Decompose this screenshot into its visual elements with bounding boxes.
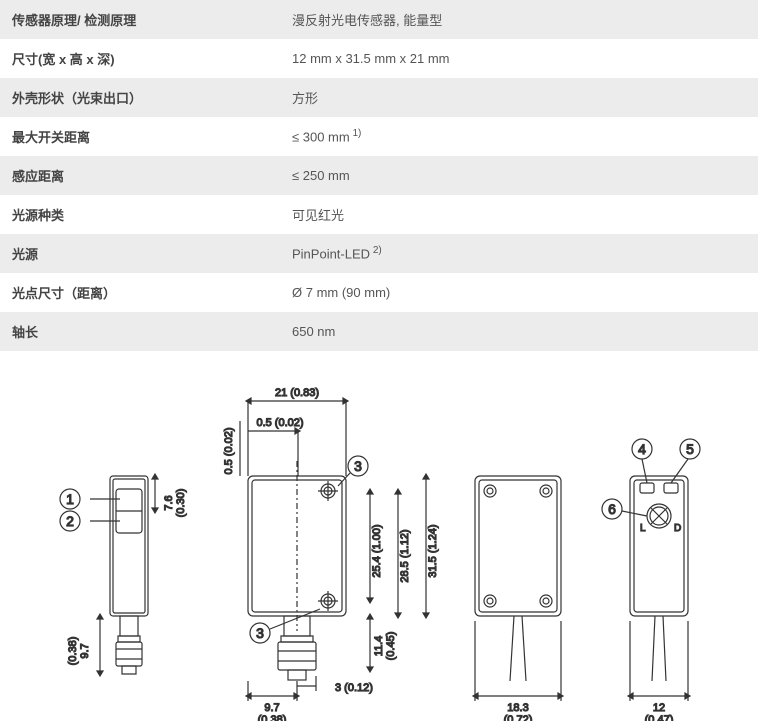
spec-value: ≤ 250 mm [280,156,758,195]
spec-value: Ø 7 mm (90 mm) [280,273,758,312]
svg-text:9.7: 9.7 [264,702,279,714]
spec-label: 光源种类 [0,195,280,234]
callout-6: 6 [608,501,616,517]
svg-text:(0.45): (0.45) [385,632,397,661]
svg-text:9.7: 9.7 [79,643,91,658]
callout-3a: 3 [354,458,362,474]
view-top: L D [630,476,688,681]
svg-text:3 (0.12): 3 (0.12) [335,682,373,694]
spec-label: 传感器原理/ 检测原理 [0,0,280,39]
svg-text:D: D [674,523,681,534]
callout-1: 1 [66,491,74,507]
svg-text:0.5 (0.02): 0.5 (0.02) [256,417,303,429]
svg-text:(0.72): (0.72) [504,714,533,721]
spec-value: 漫反射光电传感器, 能量型 [280,0,758,39]
spec-row: 光源PinPoint-LED 2) [0,234,758,273]
view-front [90,476,148,674]
spec-row: 光源种类可见红光 [0,195,758,234]
spec-value: 方形 [280,78,758,117]
spec-label: 轴长 [0,312,280,351]
spec-label: 感应距离 [0,156,280,195]
spec-table: 传感器原理/ 检测原理漫反射光电传感器, 能量型尺寸(宽 x 高 x 深)12 … [0,0,758,351]
svg-text:(0.38): (0.38) [67,637,79,666]
svg-text:12: 12 [653,702,665,714]
spec-row: 光点尺寸（距离）Ø 7 mm (90 mm) [0,273,758,312]
spec-table-body: 传感器原理/ 检测原理漫反射光电传感器, 能量型尺寸(宽 x 高 x 深)12 … [0,0,758,351]
callout-2: 2 [66,513,74,529]
spec-value: 650 nm [280,312,758,351]
view-rear [475,476,561,681]
spec-label: 尺寸(宽 x 高 x 深) [0,39,280,78]
spec-value: 12 mm x 31.5 mm x 21 mm [280,39,758,78]
callout-4: 4 [638,441,646,457]
spec-label: 外壳形状（光束出口） [0,78,280,117]
spec-value: ≤ 300 mm 1) [280,117,758,156]
view-side: 21 (0.83) 0.5 (0.02) 0.5 (0.02) [223,387,348,680]
spec-row: 最大开关距离≤ 300 mm 1) [0,117,758,156]
svg-text:0.5 (0.02): 0.5 (0.02) [223,427,235,474]
callout-5: 5 [686,441,694,457]
spec-row: 尺寸(宽 x 高 x 深)12 mm x 31.5 mm x 21 mm [0,39,758,78]
spec-row: 外壳形状（光束出口）方形 [0,78,758,117]
spec-value: PinPoint-LED 2) [280,234,758,273]
spec-row: 传感器原理/ 检测原理漫反射光电传感器, 能量型 [0,0,758,39]
svg-text:(0.47): (0.47) [645,714,674,721]
svg-text:11.4: 11.4 [373,636,385,657]
svg-text:L: L [640,523,646,534]
svg-text:31.5 (1.24): 31.5 (1.24) [427,524,439,577]
svg-text:28.5 (1.12): 28.5 (1.12) [399,529,411,582]
svg-text:18.3: 18.3 [507,702,528,714]
svg-text:(0.38): (0.38) [258,714,287,721]
svg-text:7.6: 7.6 [163,495,175,510]
spec-row: 轴长650 nm [0,312,758,351]
spec-label: 光源 [0,234,280,273]
callout-3b: 3 [256,625,264,641]
spec-label: 光点尺寸（距离） [0,273,280,312]
spec-value: 可见红光 [280,195,758,234]
svg-text:21 (0.83): 21 (0.83) [275,387,319,399]
spec-label: 最大开关距离 [0,117,280,156]
technical-drawing: 1 2 7.6 (0.30) 9.7 (0.38) 21 (0.83) 0.5 … [0,361,758,721]
spec-row: 感应距离≤ 250 mm [0,156,758,195]
svg-text:25.4 (1.00): 25.4 (1.00) [371,524,383,577]
svg-text:(0.30): (0.30) [175,489,187,518]
